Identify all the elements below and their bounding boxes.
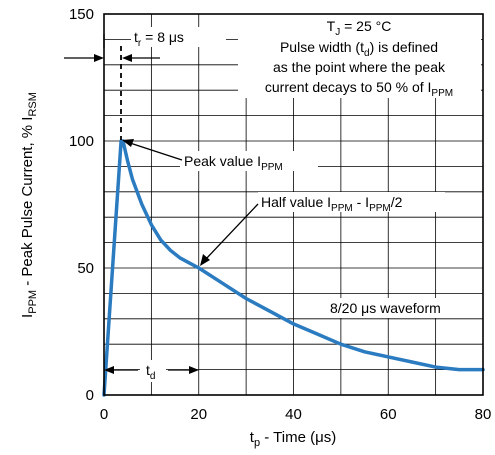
x-tick-label: 40 (285, 406, 302, 423)
tr-left-arrowhead (94, 54, 104, 62)
y-axis-label: IPPM - Peak Pulse Current, % IRSM (19, 92, 39, 318)
x-tick-label: 0 (100, 406, 108, 423)
half-arrowhead (200, 254, 210, 266)
peak-arrow-line (129, 142, 183, 161)
pulse-width-line-2: as the point where the peak (273, 59, 446, 75)
tj-label: TJ = 25 °C (327, 18, 392, 38)
td-label: td (146, 362, 155, 382)
tr-right-arrowhead (122, 54, 132, 62)
td-label-bg (140, 360, 166, 382)
half-label-bg (258, 192, 445, 212)
peak-label-bg (180, 151, 318, 171)
x-tick-label: 20 (190, 406, 207, 423)
peak-label: Peak value IPPM (184, 153, 283, 173)
y-tick-labels: 0 50 100 150 (69, 6, 94, 404)
tr-label: tr = 8 μs (134, 29, 184, 49)
x-tick-labels: 0 20 40 60 80 (100, 406, 492, 423)
y-tick-label: 100 (69, 133, 94, 150)
x-tick-label: 80 (475, 406, 492, 423)
y-tick-label: 50 (77, 260, 94, 277)
waveform-label-bg (326, 298, 470, 318)
y-tick-label: 150 (69, 6, 94, 23)
td-left-arrowhead (104, 366, 114, 374)
conditions-bg (238, 14, 481, 98)
td-right-arrowhead (189, 366, 199, 374)
data-series-layer (102, 139, 485, 397)
waveform-curve (102, 139, 485, 397)
half-label: Half value IPPM - IPPM/2 (261, 194, 403, 214)
x-axis-label: tp - Time (μs) (250, 429, 336, 449)
waveform-label: 8/20 μs waveform (330, 300, 441, 316)
y-tick-label: 0 (86, 387, 94, 404)
pulse-width-line-3: current decays to 50 % of IPPM (265, 79, 453, 99)
plot-frame (103, 13, 484, 396)
half-arrow-line (204, 203, 259, 261)
pulse-width-line-1: Pulse width (td) is defined (280, 39, 438, 59)
peak-arrowhead (122, 139, 134, 147)
tr-label-bg (131, 27, 226, 47)
x-tick-label: 60 (380, 406, 397, 423)
